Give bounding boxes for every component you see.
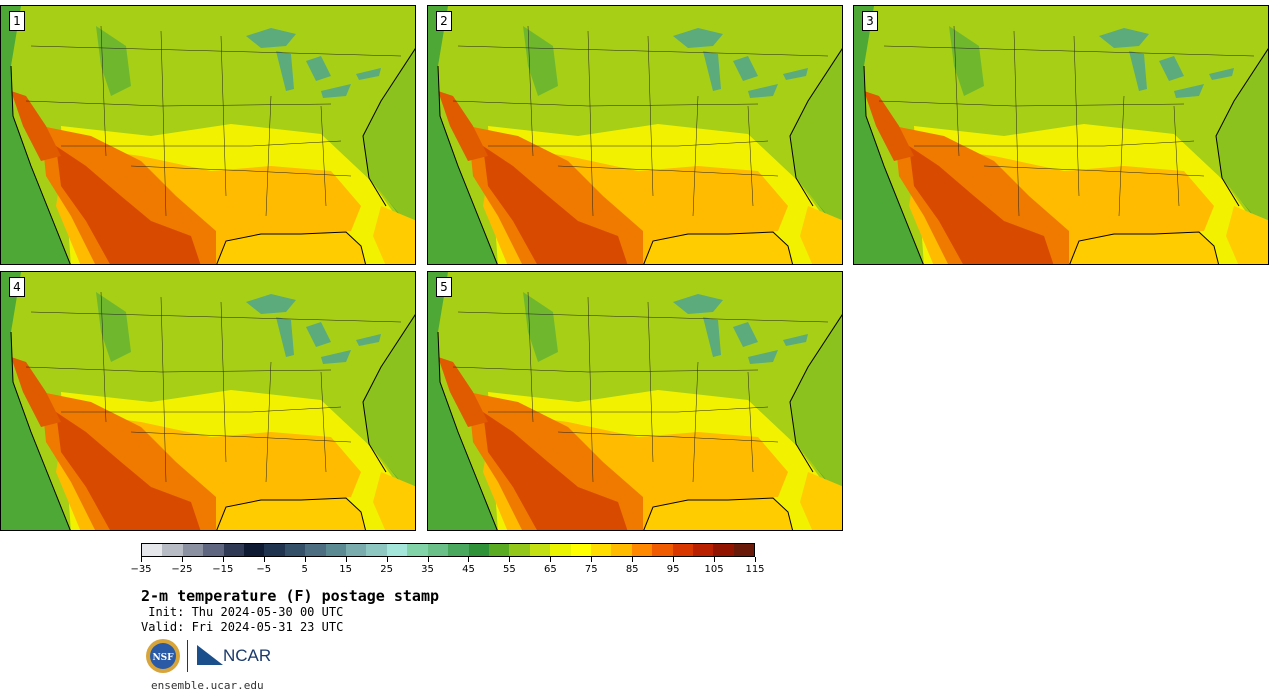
colorbar-tick [386,557,388,562]
temperature-map [854,6,1268,264]
colorbar-tick-label: 85 [625,564,639,575]
colorbar-swatch [386,544,408,556]
ncar-logo: NCAR [223,646,272,665]
member-number: 3 [862,11,878,31]
colorbar-tick-label: 45 [462,564,475,575]
colorbar-swatch [223,544,245,556]
temperature-map [1,272,415,530]
colorbar-tick-label: −15 [212,564,234,575]
colorbar-tick-label: 25 [380,564,393,575]
member-map-1: 1 [0,5,416,265]
colorbar-tick [222,557,224,562]
colorbar-swatch [590,544,612,556]
colorbar-swatch [427,544,449,556]
colorbar-swatch [162,544,183,556]
colorbar-tick [509,557,511,562]
init-time: Init: Thu 2024-05-30 00 UTC [141,605,344,619]
colorbar-tick [468,557,470,562]
colorbar-tick-label: −35 [130,564,152,575]
colorbar-swatch [652,544,673,556]
colorbar-swatch [488,544,510,556]
colorbar-tick-label: 65 [543,564,557,575]
colorbar-tick-label: 35 [421,564,434,575]
member-number: 4 [9,277,25,297]
colorbar-swatch [284,544,306,556]
colorbar-swatch [244,544,265,556]
colorbar-swatch [305,544,326,556]
colorbar-swatch [509,544,530,556]
member-number: 1 [9,11,25,31]
colorbar-swatch [142,544,163,556]
colorbar-tick [632,557,634,562]
member-map-4: 4 [0,271,416,531]
site-url: ensemble.ucar.edu [151,679,264,692]
valid-time: Valid: Fri 2024-05-31 23 UTC [141,620,344,634]
temperature-map [1,6,415,264]
member-map-2: 2 [427,5,843,265]
colorbar-swatch [733,544,755,556]
colorbar-swatch [550,544,571,556]
colorbar-swatch [325,544,347,556]
colorbar-swatch [692,544,714,556]
colorbar-swatch [366,544,387,556]
colorbar-tick [141,557,142,562]
colorbar-swatch [264,544,285,556]
colorbar-tick-label: 75 [584,564,598,575]
colorbar-tick [714,557,716,562]
colorbar-swatch [611,544,632,556]
nsf-logo-text: NSF [152,653,174,663]
chart-title: 2-m temperature (F) postage stamp [141,587,440,605]
temperature-map [428,272,842,530]
colorbar-swatch [203,544,224,556]
colorbar-tick-label: 15 [339,564,353,575]
colorbar-tick [427,557,429,562]
colorbar [141,543,755,557]
logos: NSF NCAR [145,638,285,674]
colorbar-swatch [346,544,367,556]
colorbar-tick-label: 115 [745,564,765,575]
colorbar-tick-label: 5 [301,564,308,575]
colorbar-tick [591,557,593,562]
member-number: 2 [436,11,452,31]
colorbar-swatch [448,544,469,556]
member-map-3: 3 [853,5,1269,265]
colorbar-tick [755,557,756,562]
colorbar-tick [181,557,183,562]
colorbar-swatch [570,544,591,556]
colorbar-tick [673,557,675,562]
temperature-map [428,6,842,264]
colorbar-swatch [631,544,653,556]
colorbar-swatch [713,544,734,556]
member-number: 5 [436,277,452,297]
colorbar-tick-label: 95 [666,564,680,575]
colorbar-tick [263,557,265,562]
ncar-logo-mark [197,645,223,665]
colorbar-swatch [468,544,489,556]
colorbar-tick-label: −5 [256,564,272,575]
colorbar-tick-label: 105 [704,564,724,575]
colorbar-swatch [672,544,693,556]
colorbar-tick [550,557,552,562]
logo-divider [187,640,188,672]
colorbar-swatch [407,544,428,556]
colorbar-tick-label: 55 [503,564,516,575]
colorbar-swatch [182,544,204,556]
nsf-logo: NSF [146,639,180,673]
colorbar-ticks: −35 −25 −15 −5 5 15 25 35 45 55 65 75 85 95 105 115 [130,557,765,577]
member-map-5: 5 [427,271,843,531]
colorbar-tick [345,557,347,562]
colorbar-tick [304,557,306,562]
colorbar-tick-label: −25 [171,564,193,575]
colorbar-swatch [529,544,551,556]
